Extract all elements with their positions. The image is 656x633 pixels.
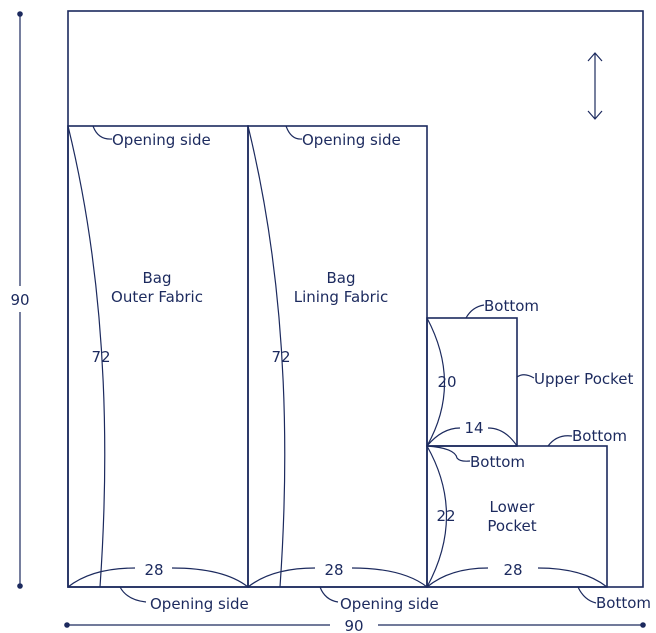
outer-height-label: 72 [91, 348, 110, 366]
upper-pocket-top-label: Bottom [484, 297, 539, 315]
upper-pocket-bottom-label: Bottom [470, 453, 525, 471]
lower-pocket-name-line2: Pocket [487, 517, 536, 535]
outer-name-line2: Outer Fabric [111, 288, 203, 306]
outer-name-line1: Bag [142, 269, 171, 287]
overall-width-dimension: 90 [64, 617, 646, 633]
piece-bag-lining-fabric: Opening side Bag Lining Fabric 72 28 Ope… [247, 125, 439, 613]
overall-height-dimension: 90 [10, 11, 30, 589]
lining-width-label: 28 [324, 561, 343, 579]
outer-width-label: 28 [144, 561, 163, 579]
lower-pocket-name-line1: Lower [490, 498, 536, 516]
piece-bag-outer-fabric: Opening side Bag Outer Fabric 72 28 Open… [67, 125, 249, 613]
double-arrow-icon [587, 52, 603, 120]
lining-height-label: 72 [271, 348, 290, 366]
overall-width-label: 90 [344, 617, 363, 633]
piece-lower-pocket: Bottom Lower Pocket 22 28 Bottom [426, 427, 651, 612]
lower-pocket-height-label: 22 [436, 507, 455, 525]
lining-name-line2: Lining Fabric [294, 288, 389, 306]
upper-pocket-height-label: 20 [437, 373, 456, 391]
outer-bottom-label: Opening side [150, 595, 249, 613]
lining-top-label: Opening side [302, 131, 401, 149]
lining-bottom-label: Opening side [340, 595, 439, 613]
upper-pocket-name: Upper Pocket [534, 370, 634, 388]
overall-height-label: 90 [10, 291, 29, 309]
lower-pocket-top-label: Bottom [572, 427, 627, 445]
lower-pocket-width-label: 28 [503, 561, 522, 579]
lining-name-line1: Bag [326, 269, 355, 287]
outer-top-label: Opening side [112, 131, 211, 149]
upper-pocket-width-label: 14 [464, 419, 483, 437]
lower-pocket-bottom-label: Bottom [596, 594, 651, 612]
